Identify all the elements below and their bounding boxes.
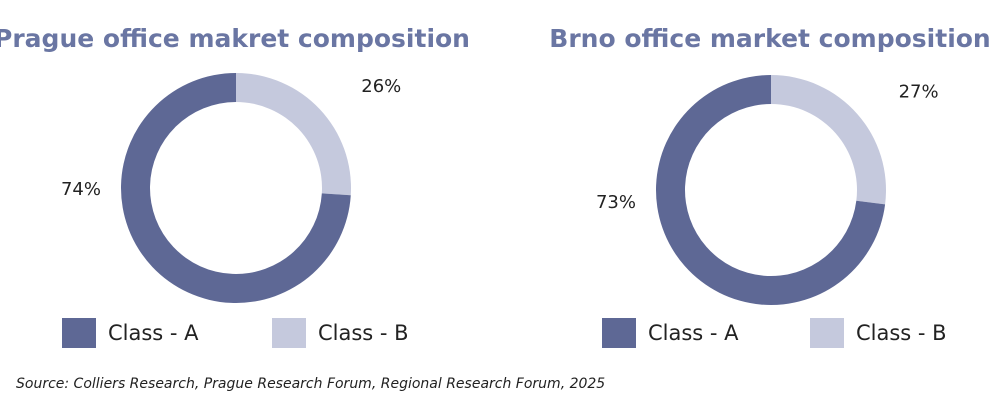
data-label: 74% — [61, 179, 101, 200]
legend-label: Class - B — [856, 321, 947, 345]
data-label: 73% — [596, 192, 636, 213]
data-label: 27% — [899, 81, 939, 102]
legend-swatch — [272, 318, 306, 348]
donut-segment — [236, 73, 351, 196]
chart-title: Prague office makret composition — [0, 24, 470, 53]
donut-segment — [771, 75, 886, 205]
legend-label: Class - B — [318, 321, 409, 345]
legend-label: Class - A — [108, 321, 199, 345]
data-label: 26% — [361, 76, 401, 97]
chart-title: Brno office market composition — [549, 24, 990, 53]
legend-swatch — [62, 318, 96, 348]
legend-swatch — [810, 318, 844, 348]
legend-swatch — [602, 318, 636, 348]
legend-label: Class - A — [648, 321, 739, 345]
source-note: Source: Colliers Research, Prague Resear… — [16, 376, 605, 392]
